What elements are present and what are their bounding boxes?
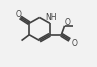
Text: NH: NH	[45, 13, 57, 22]
Text: O: O	[16, 10, 22, 19]
Text: O: O	[71, 39, 77, 48]
Text: O: O	[65, 18, 71, 27]
